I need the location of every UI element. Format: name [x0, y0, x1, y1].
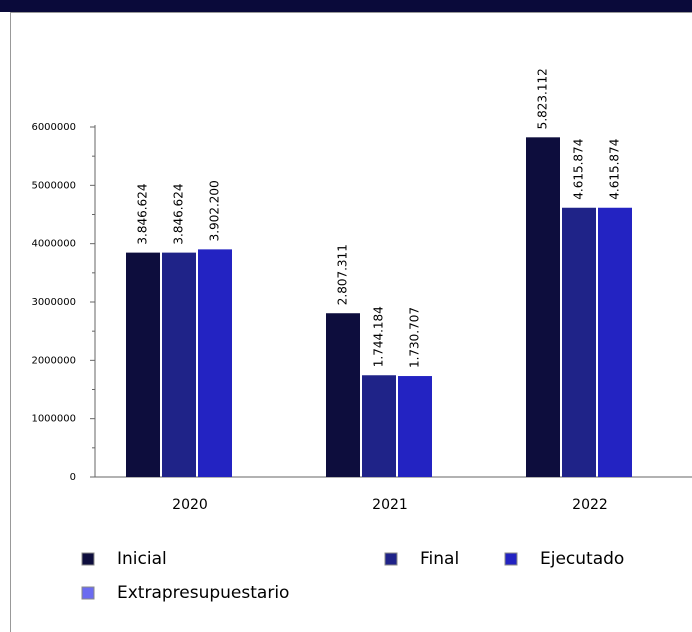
title-banner [0, 0, 692, 12]
value-label: 2.807.311 [336, 244, 350, 305]
y-tick-label: 3000000 [31, 297, 76, 308]
bar [162, 252, 196, 477]
legend-label: Extrapresupuestario [117, 583, 289, 603]
y-tick-label: 4000000 [31, 239, 76, 250]
value-label: 1.730.707 [408, 307, 422, 368]
legend-label: Inicial [117, 549, 167, 569]
y-tick-label: 5000000 [31, 180, 76, 191]
bar [126, 252, 160, 477]
legend-label: Ejecutado [540, 549, 624, 569]
legend-marker [384, 552, 398, 566]
y-tick-label: 6000000 [31, 122, 76, 133]
bar [198, 249, 232, 477]
legend-marker [81, 552, 95, 566]
bar [326, 313, 360, 477]
bar [362, 375, 396, 477]
y-tick-label: 0 [70, 472, 76, 483]
bar [526, 137, 560, 477]
x-tick-label: 2020 [172, 497, 208, 513]
legend-label: Final [420, 549, 459, 569]
value-label: 4.615.874 [572, 139, 586, 200]
value-label: 1.744.184 [372, 306, 386, 367]
y-tick-label: 2000000 [31, 355, 76, 366]
value-label: 3.846.624 [136, 184, 150, 245]
legend-marker [81, 586, 95, 600]
value-label: 5.823.112 [536, 68, 550, 129]
value-label: 4.615.874 [608, 139, 622, 200]
bar [398, 376, 432, 477]
x-tick-label: 2021 [372, 497, 408, 513]
bar [598, 207, 632, 478]
value-label: 3.846.624 [172, 184, 186, 245]
x-tick-label: 2022 [572, 497, 608, 513]
legend-marker [504, 552, 518, 566]
bar [562, 207, 596, 478]
frame [10, 12, 692, 632]
value-label: 3.902.200 [208, 180, 222, 241]
y-tick-label: 1000000 [31, 414, 76, 425]
